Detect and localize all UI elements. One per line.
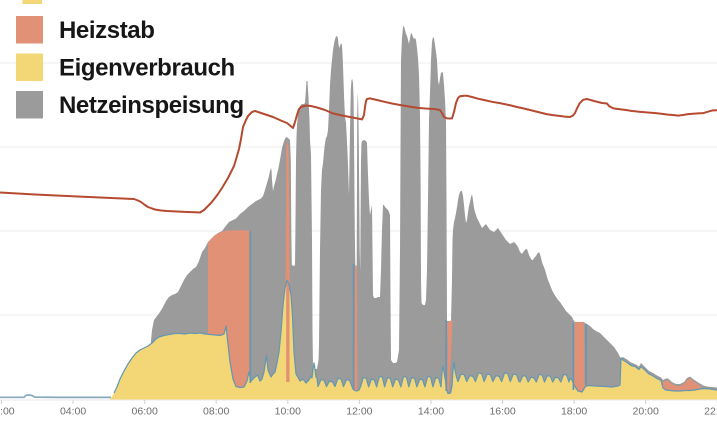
svg-text:Heizstab: Heizstab: [59, 17, 155, 44]
svg-text:Eigenverbrauch: Eigenverbrauch: [59, 54, 235, 81]
svg-text:10:00: 10:00: [275, 406, 301, 418]
svg-text:18:00: 18:00: [561, 406, 587, 418]
svg-text:22:00: 22:00: [704, 406, 717, 418]
svg-text:06:00: 06:00: [132, 406, 158, 418]
svg-text:04:00: 04:00: [60, 406, 86, 418]
svg-text:14:00: 14:00: [418, 406, 444, 418]
svg-text:Netzeinspeisung: Netzeinspeisung: [59, 92, 244, 119]
svg-text:12:00: 12:00: [346, 406, 372, 418]
svg-text:08:00: 08:00: [203, 406, 229, 418]
svg-text:02:00: 02:00: [0, 406, 15, 418]
svg-text:20:00: 20:00: [633, 406, 659, 418]
svg-text:16:00: 16:00: [489, 406, 515, 418]
